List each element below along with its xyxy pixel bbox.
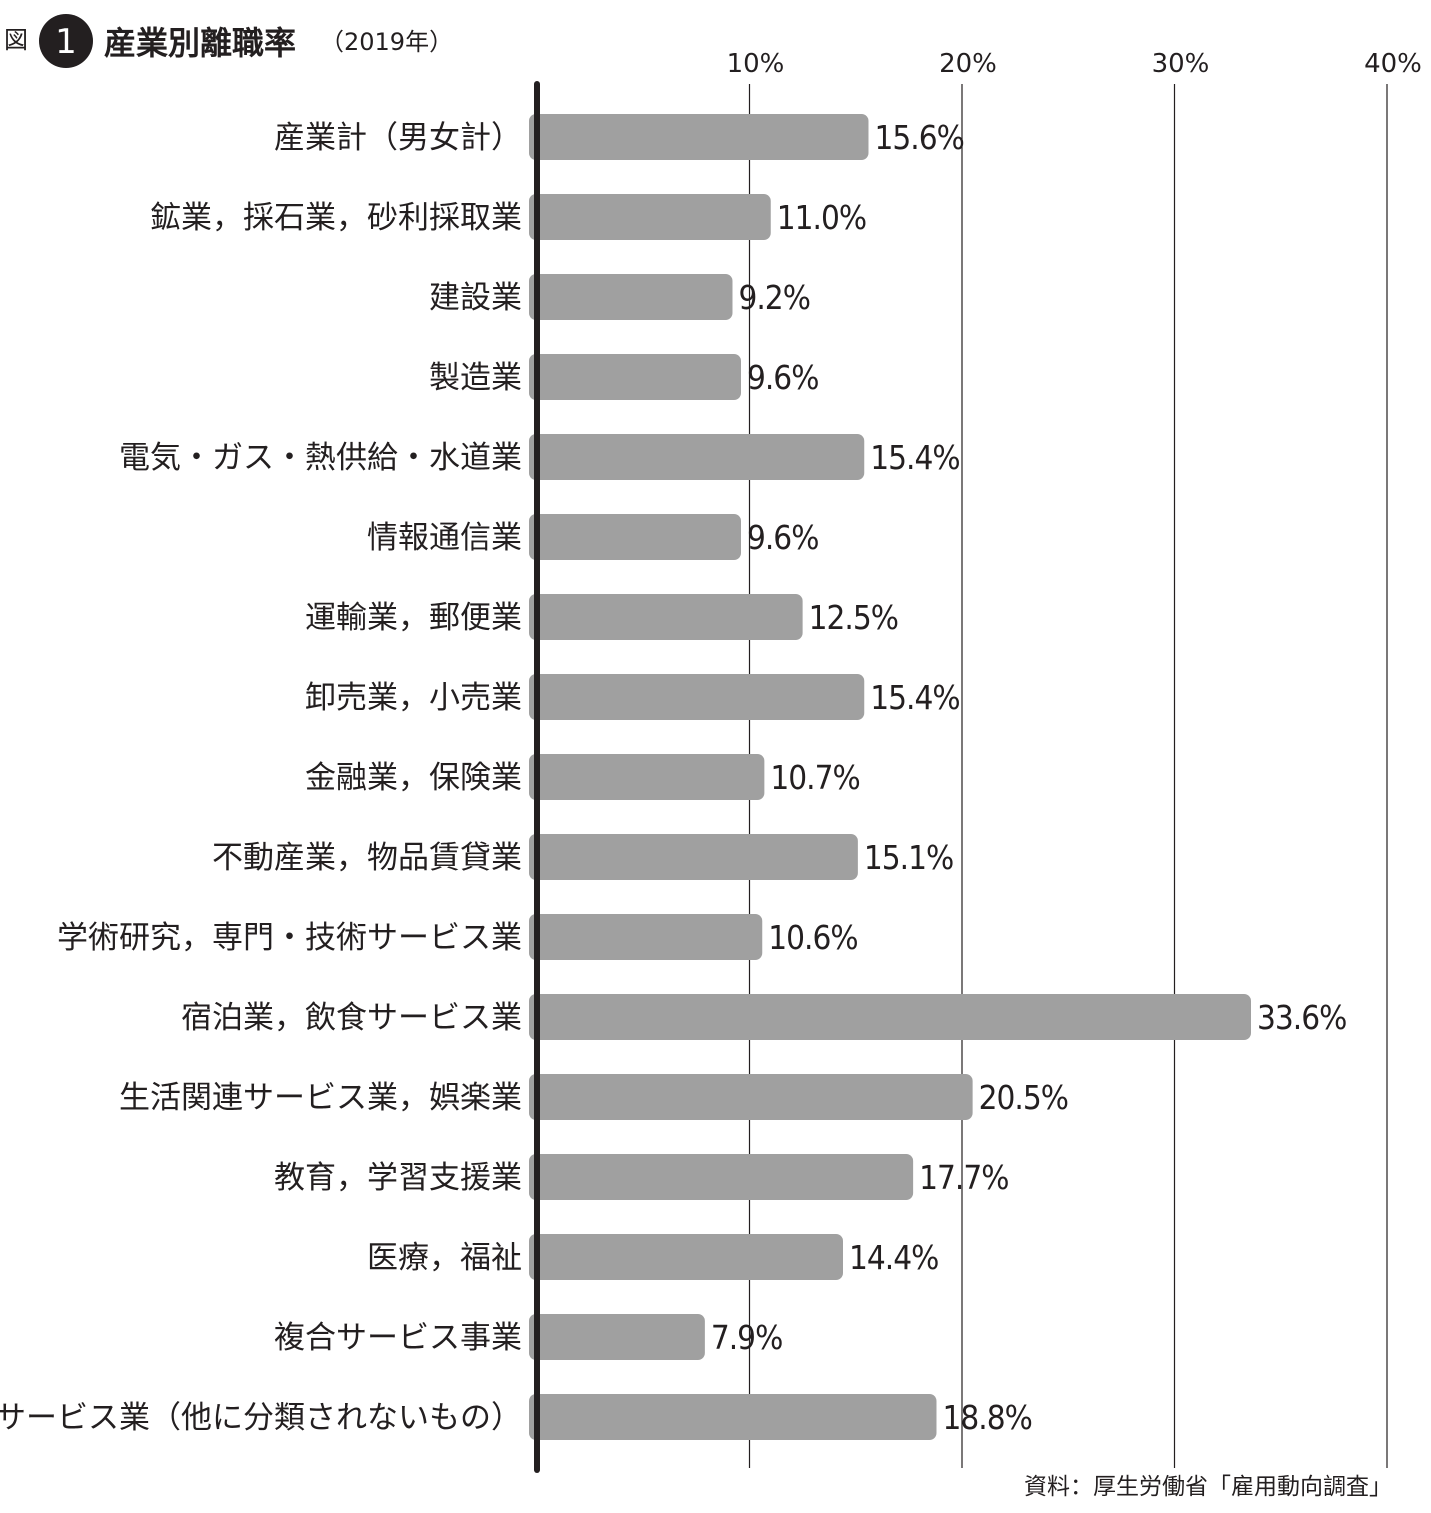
x-tick-label: 20% — [939, 49, 997, 79]
bar — [529, 434, 865, 480]
value-label: 9.2% — [739, 278, 810, 317]
value-label: 14.4% — [849, 1238, 938, 1277]
bar — [529, 1154, 914, 1200]
value-label: 15.1% — [864, 838, 953, 877]
category-label: 生活関連サービス業，娯楽業 — [119, 1080, 522, 1116]
value-label: 33.6% — [1257, 998, 1346, 1037]
category-label: 運輸業，郵便業 — [305, 600, 522, 636]
value-label: 9.6% — [747, 358, 818, 397]
bar — [529, 1234, 843, 1280]
category-label: 製造業 — [429, 360, 522, 396]
value-label: 10.6% — [768, 918, 857, 957]
category-label: 医療，福祉 — [367, 1240, 522, 1276]
value-label: 11.0% — [777, 198, 866, 237]
bar — [529, 1314, 705, 1360]
value-label: 10.7% — [770, 758, 859, 797]
category-label: 鉱業，採石業，砂利採取業 — [150, 200, 522, 236]
category-label: 学術研究，専門・技術サービス業 — [57, 920, 522, 956]
category-label: 産業計（男女計） — [274, 120, 522, 156]
bar — [529, 834, 858, 880]
value-label: 20.5% — [979, 1078, 1068, 1117]
category-label: 教育，学習支援業 — [274, 1160, 522, 1196]
category-label: 卸売業，小売業 — [305, 680, 522, 716]
category-label: 複合サービス事業 — [274, 1320, 522, 1356]
chart-subtitle: （2019年） — [320, 28, 453, 56]
value-label: 15.4% — [870, 438, 959, 477]
value-label: 17.7% — [919, 1158, 1008, 1197]
bar — [529, 514, 741, 560]
category-label: 電気・ガス・熱供給・水道業 — [119, 440, 522, 476]
bar — [529, 754, 765, 800]
x-tick-label: 40% — [1364, 49, 1422, 79]
bar — [529, 1074, 973, 1120]
value-label: 15.6% — [875, 118, 964, 157]
category-label: 建設業 — [429, 280, 522, 316]
value-label: 15.4% — [870, 678, 959, 717]
value-label: 12.5% — [809, 598, 898, 637]
category-label: 宿泊業，飲食サービス業 — [181, 1000, 522, 1036]
figure-prefix: 図 — [4, 26, 28, 54]
value-labels: 15.6% 11.0% 9.2% 9.6% 15.4% 9.6% 12.5% 15.4% 10.… — [711, 118, 1347, 1437]
value-label: 7.9% — [711, 1318, 782, 1357]
bar — [529, 1394, 937, 1440]
bar — [529, 914, 763, 960]
bar — [529, 594, 803, 640]
value-label: 9.6% — [747, 518, 818, 557]
x-axis-ticks: 10% 20% 30% 40% — [727, 49, 1422, 79]
bar — [529, 354, 741, 400]
x-tick-label: 10% — [727, 49, 785, 79]
bar — [529, 274, 733, 320]
category-label: 金融業，保険業 — [305, 760, 522, 796]
category-label: 不動産業，物品賃貸業 — [212, 840, 522, 876]
source-note: 資料：厚生労働省「雇用動向調査」 — [1024, 1474, 1392, 1500]
category-label: サービス業（他に分類されないもの） — [0, 1400, 522, 1436]
chart-title: 産業別離職率 — [104, 24, 296, 62]
category-label: 情報通信業 — [367, 520, 522, 556]
bars — [529, 114, 1251, 1440]
bar — [529, 194, 771, 240]
category-labels: 産業計（男女計） 鉱業，採石業，砂利採取業建設業製造業電気・ガス・熱供給・水道業情… — [0, 120, 522, 1436]
figure-number-badge — [39, 14, 93, 68]
bar — [529, 674, 865, 720]
value-label: 18.8% — [943, 1398, 1032, 1437]
bar — [529, 994, 1251, 1040]
bar — [529, 114, 869, 160]
figure-number: 1 — [55, 22, 77, 62]
x-tick-label: 30% — [1152, 49, 1210, 79]
